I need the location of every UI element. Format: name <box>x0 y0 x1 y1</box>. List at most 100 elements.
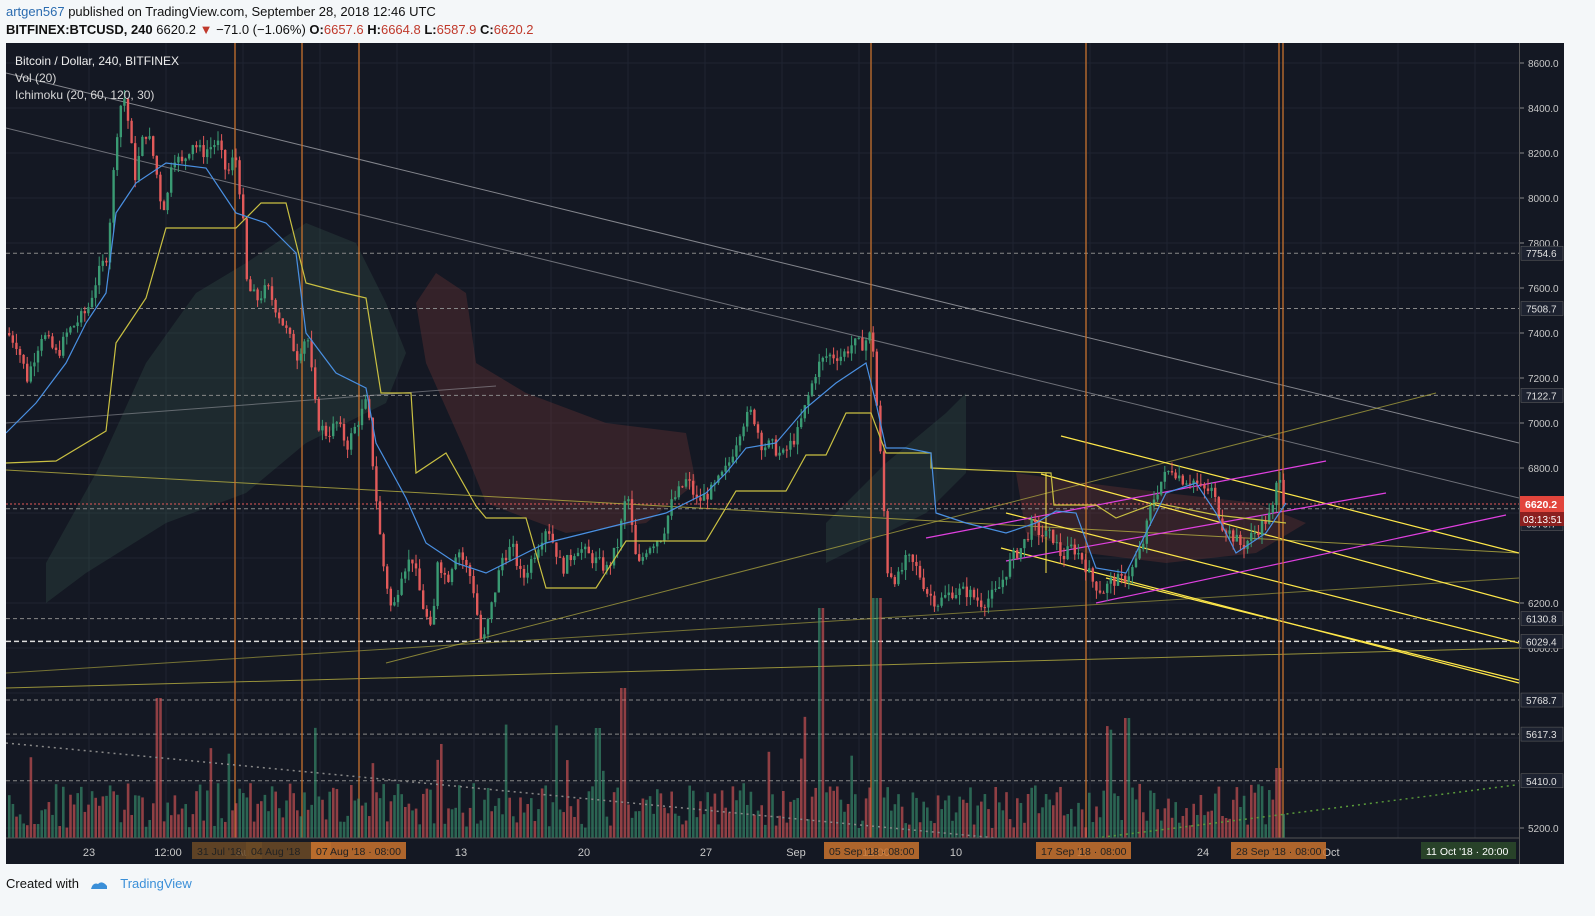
candle-body <box>1156 494 1159 500</box>
volume-bar <box>1210 810 1213 838</box>
volume-bar <box>278 808 281 838</box>
volume-bar <box>814 787 817 838</box>
candle-body <box>1127 576 1130 582</box>
volume-bar <box>1113 793 1116 838</box>
volume-bar <box>65 827 69 838</box>
volume-bar <box>436 759 439 838</box>
candle-body <box>22 354 25 364</box>
volume-bar <box>216 783 220 838</box>
candle-body <box>1149 506 1152 521</box>
volume-bar <box>256 803 259 838</box>
volume-bar <box>846 803 850 838</box>
volume-bar <box>245 797 249 838</box>
candle-body <box>850 345 853 354</box>
legend-vol[interactable]: Vol (20) <box>15 71 57 85</box>
candle-body <box>551 533 554 543</box>
volume-bar <box>695 817 699 838</box>
volume-bar <box>519 797 522 838</box>
volume-bar <box>623 688 627 838</box>
volume-bar <box>969 787 972 838</box>
candle-body <box>778 452 781 456</box>
candle-body <box>429 616 432 625</box>
price-label: 6130.8 <box>1526 615 1557 626</box>
volume-bar <box>26 825 29 838</box>
legend-title[interactable]: Bitcoin / Dollar, 240, BITFINEX <box>15 54 180 68</box>
candle-body <box>915 561 918 566</box>
candle-body <box>155 155 158 175</box>
time-highlight-label: 04 Aug '18 <box>251 846 300 858</box>
volume-bar <box>353 800 357 838</box>
volume-bar <box>1149 790 1152 838</box>
candle-body <box>47 335 50 337</box>
x-tick-label: 10 <box>950 847 962 859</box>
volume-bar <box>605 816 609 838</box>
volume-bar <box>69 794 72 838</box>
price-axis-canvas[interactable]: 8600.0 8400.0 8200.0 8000.0 7800.0 7600.0 7400… <box>1520 43 1564 864</box>
candle-body <box>602 557 605 571</box>
price-label: 5617.3 <box>1526 730 1557 741</box>
volume-bar <box>645 799 648 838</box>
volume-bar <box>1268 790 1271 838</box>
volume-bar <box>90 791 94 838</box>
volume-bar <box>1282 814 1285 838</box>
volume-bar <box>252 821 256 838</box>
candle-body <box>674 497 677 500</box>
volume-bar <box>1152 792 1156 838</box>
candle-body <box>620 520 623 548</box>
horizontal-levels <box>6 252 1519 782</box>
candle-body <box>562 557 565 574</box>
candle-body <box>1163 471 1166 482</box>
candle-body <box>548 531 551 534</box>
price-label: 7508.7 <box>1526 305 1557 316</box>
x-tick-label: 24 <box>1197 847 1209 859</box>
volume-bar <box>270 786 274 838</box>
candle-body <box>141 136 144 156</box>
candle-body <box>796 427 799 445</box>
volume-bar <box>414 808 418 838</box>
y-tick-label: 6800.0 <box>1528 464 1559 475</box>
volume-bar <box>386 821 389 838</box>
candle-body <box>908 554 911 556</box>
candle-body <box>116 137 119 171</box>
volume-bar <box>130 814 133 838</box>
candle-body <box>861 337 864 351</box>
candle-body <box>828 354 832 357</box>
time-highlight-box <box>824 842 919 859</box>
volume-bar <box>1174 802 1177 838</box>
volume-bar <box>746 804 749 838</box>
volume-bar <box>1264 824 1267 838</box>
candle-body <box>152 136 155 156</box>
candle-body <box>494 592 497 603</box>
volume-bar <box>933 823 936 838</box>
volume-bar <box>875 598 879 838</box>
tenkan-line <box>6 162 1287 574</box>
volume-bar <box>1178 822 1181 838</box>
candle-body <box>785 449 788 451</box>
volume-bar <box>188 827 191 838</box>
volume-bar <box>108 785 112 838</box>
volume-bar <box>983 794 987 838</box>
legend-ichimoku[interactable]: Ichimoku (20, 60, 120, 30) <box>15 88 155 102</box>
volume-bar <box>249 783 252 838</box>
tradingview-link[interactable]: TradingView <box>120 876 192 891</box>
close-value: 6620.2 <box>493 22 534 37</box>
volume-bar <box>818 608 821 838</box>
volume-bar <box>206 790 209 838</box>
candle-body <box>789 440 792 450</box>
candle-body <box>879 405 882 452</box>
volume-bar <box>429 789 432 838</box>
volume-bar <box>940 809 943 838</box>
author-link[interactable]: artgen567 <box>6 4 65 19</box>
volume-bar <box>807 819 810 838</box>
candle-body <box>749 409 752 412</box>
price-axis[interactable]: 8600.0 8400.0 8200.0 8000.0 7800.0 7600.0 7400… <box>1519 43 1564 864</box>
y-tick-label: 8400.0 <box>1528 104 1559 115</box>
candle-body <box>1034 519 1037 523</box>
candle-body <box>987 598 990 608</box>
price-label-box <box>1520 245 1564 261</box>
volume-bar <box>1055 792 1059 838</box>
chart-legend: Bitcoin / Dollar, 240, BITFINEX Vol (20)… <box>15 53 179 104</box>
candle-body <box>1070 544 1073 547</box>
